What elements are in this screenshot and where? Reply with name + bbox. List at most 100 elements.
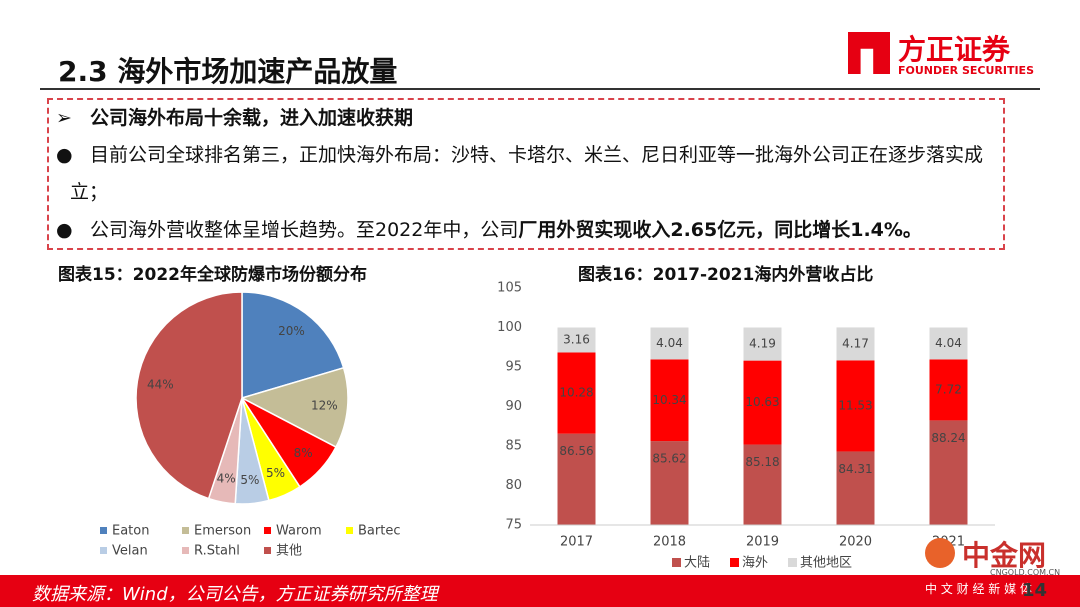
bar-value-label: 4.19 [749,337,776,351]
bar-value-label: 11.53 [838,398,872,412]
source-note: 数据来源：Wind，公司公告，方正证券研究所整理 [32,584,438,605]
legend-swatch [182,547,189,554]
pie-slice [240,366,349,449]
legend-swatch [182,527,189,534]
pie-slice [241,291,345,400]
legend-label: Bartec [358,524,400,539]
bar-segment [557,352,596,434]
bar-segment [650,441,689,525]
slice-label: 12% [311,398,338,412]
text-run: 厂用外贸实现收入2.65亿元，同比增长1.4%。 [518,219,922,241]
bar-value-label: 85.62 [652,452,686,466]
legend-label: Velan [112,544,148,559]
y-tick-label: 95 [505,360,522,375]
bar-segment [743,360,782,445]
bar-segment [557,433,596,525]
logo-en: FOUNDER SECURITIES [898,64,1034,77]
bar-value-label: 10.34 [652,393,686,407]
bar-value-label: 3.16 [563,332,590,346]
text-run: 目前公司全球排名第三，正加快海外布局：沙特、卡塔尔、米兰、尼日利亚等一批海外公司… [70,144,984,203]
bar-value-label: 4.04 [935,336,962,350]
bullet-text: 公司海外营收整体呈增长趋势。至2022年中，公司厂用外贸实现收入2.65亿元，同… [90,219,922,241]
bar-segment [929,420,968,525]
bar-segment [929,359,968,421]
legend-label: 大陆 [684,555,710,571]
legend-label: Emerson [194,524,251,539]
bar-value-label: 10.28 [559,386,593,400]
bar-value-label: 85.18 [745,455,779,469]
y-tick-label: 90 [505,399,522,414]
bar-value-label: 88.24 [931,431,965,445]
bullet: ● 公司海外营收整体呈增长趋势。至2022年中，公司厂用外贸实现收入2.65亿元，… [56,212,1000,249]
slice-label: 5% [266,466,285,480]
text-run: 公司海外布局十余载，进入加速收获期 [90,107,414,129]
text-run: 公司海外营收整体呈增长趋势。至2022年中，公司 [90,219,519,241]
title-rule [40,88,1040,90]
legend-label: Eaton [112,524,149,539]
bar-value-label: 84.31 [838,462,872,476]
logo-cn: 方正证券 [898,33,1011,66]
slice-label: 4% [217,472,236,486]
x-tick-label: 2019 [746,535,779,550]
slice-label: 20% [278,324,305,338]
bullet-marker: ● [56,219,73,241]
x-tick-label: 2020 [839,535,872,550]
y-tick-label: 75 [505,518,522,533]
watermark-name: 中金网 [962,539,1047,572]
legend-swatch [788,558,797,567]
slice-label: 8% [294,446,313,460]
bar-segment [743,327,782,361]
bullet-text: 目前公司全球排名第三，正加快海外布局：沙特、卡塔尔、米兰、尼日利亚等一批海外公司… [70,144,983,203]
footer-band [0,575,1080,607]
bar-segment [836,451,875,525]
bar-value-label: 10.63 [745,395,779,409]
legend-label: R.Stahl [194,544,240,559]
y-tick-label: 85 [505,439,522,454]
bullet-marker: ● [56,144,73,166]
bullet: ➢ 公司海外布局十余载，进入加速收获期 [56,100,1000,137]
legend-swatch [100,527,107,534]
bullet-box [47,98,1005,250]
watermark-icon [925,538,955,568]
legend-label: Warom [276,524,322,539]
x-tick-label: 2018 [653,535,686,550]
legend-swatch [100,547,107,554]
bar-segment [557,327,596,353]
bar-segment [929,327,968,360]
slice-label: 44% [147,377,174,391]
bullet-text: 公司海外布局十余载，进入加速收获期 [90,107,413,129]
bar-segment [743,444,782,525]
legend-swatch [264,527,271,534]
bar-value-label: 4.04 [656,336,683,350]
slice-label: 5% [240,473,259,487]
x-tick-label: 2017 [560,535,593,550]
y-tick-label: 100 [497,320,522,335]
bar-segment [650,327,689,360]
bar-segment [836,327,875,361]
legend-label: 其他地区 [800,556,852,571]
legend-swatch [264,547,271,554]
pie-slice [135,291,243,500]
bar-segment [836,360,875,452]
chart-title: 图表15：2022年全球防爆市场份额分布 [58,265,367,285]
chart-title: 图表16：2017-2021海内外营收占比 [578,265,874,285]
watermark-slogan: 中 文 财 经 新 媒 体 [925,582,1032,596]
page-number: 14 [1022,580,1048,601]
legend-label: 海外 [742,556,768,571]
bullet: ● 目前公司全球排名第三，正加快海外布局：沙特、卡塔尔、米兰、尼日利亚等一批海外公… [56,137,1000,211]
legend-swatch [346,527,353,534]
legend-swatch [730,558,739,567]
slide-title: 2.3 海外市场加速产品放量 [58,55,398,88]
bullet-marker: ➢ [56,107,72,129]
bar-value-label: 4.17 [842,336,869,350]
bar-segment [650,359,689,442]
y-tick-label: 105 [497,281,522,296]
y-tick-label: 80 [505,478,522,493]
legend-label: 其他 [276,544,302,559]
bar-value-label: 86.56 [559,444,593,458]
legend-swatch [672,558,681,567]
bar-value-label: 7.72 [935,382,962,396]
watermark-site: CNGOLD.COM.CN [990,568,1061,577]
